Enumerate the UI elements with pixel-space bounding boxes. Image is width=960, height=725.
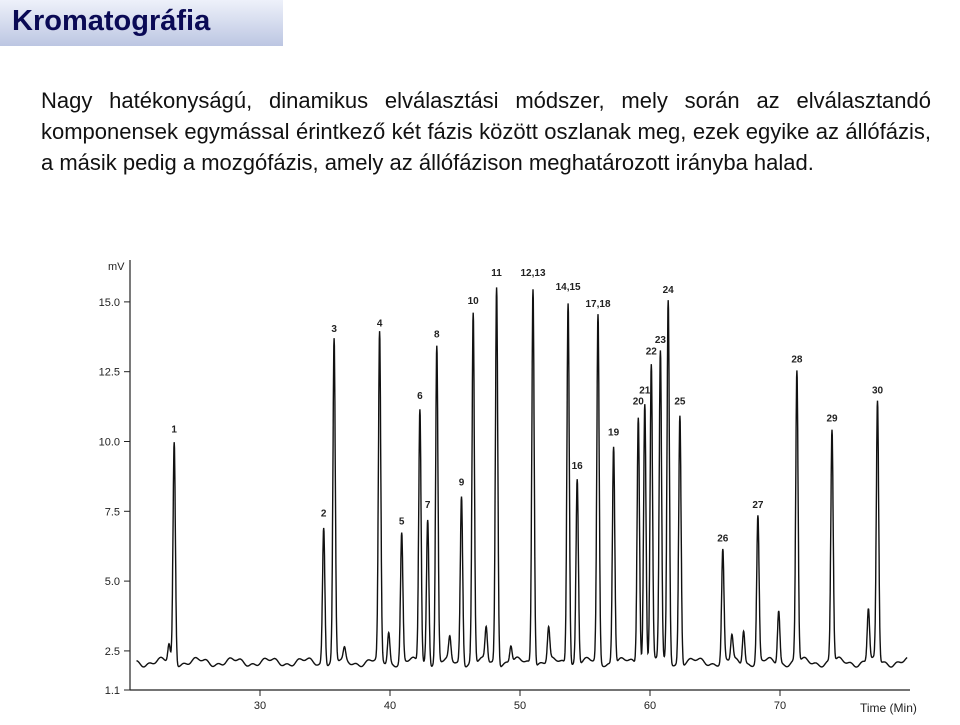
title-bar: Kromatográfia	[0, 0, 283, 46]
peak-label: 27	[752, 500, 764, 511]
peak-label: 14,15	[556, 282, 581, 293]
x-ticks: 30 40 50 60 70	[254, 690, 786, 712]
peak-label: 17,18	[585, 299, 610, 310]
peak-label: 30	[872, 385, 884, 396]
peak-label: 25	[674, 397, 686, 408]
peak-label: 8	[434, 330, 440, 341]
y-tick-label: 15.0	[99, 297, 120, 309]
x-tick-label: 30	[254, 700, 266, 712]
peak-label: 20	[633, 397, 645, 408]
y-ticks: 1.1 2.5 5.0 7.5 10.0 12.5 15.0	[99, 297, 130, 697]
peak-label: 11	[491, 268, 502, 279]
peak-label: 16	[572, 461, 584, 472]
slide-title: Kromatográfia	[12, 5, 211, 37]
peak-label: 21	[639, 385, 651, 396]
peak-label: 6	[417, 391, 423, 402]
x-tick-label: 40	[384, 700, 396, 712]
y-tick-label: 1.1	[105, 685, 120, 697]
peak-label: 24	[663, 285, 675, 296]
peak-label: 1	[171, 424, 177, 435]
x-tick-label: 70	[774, 700, 786, 712]
y-axis-label: mV	[108, 261, 125, 273]
y-tick-label: 7.5	[105, 506, 120, 518]
y-tick-label: 5.0	[105, 576, 120, 588]
y-tick-label: 2.5	[105, 646, 120, 658]
peak-label: 23	[655, 335, 667, 346]
peak-label: 28	[791, 355, 803, 366]
peak-label: 10	[468, 296, 480, 307]
chromatogram-svg: 1.1 2.5 5.0 7.5 10.0 12.5 15.0 30 40 50 60 70 mV T…	[99, 260, 917, 715]
y-tick-label: 10.0	[99, 436, 120, 448]
slide-body-text: Nagy hatékonyságú, dinamikus elválasztás…	[41, 88, 931, 175]
peak-label: 4	[377, 318, 383, 329]
x-axis-label: Time (Min)	[860, 701, 917, 715]
chromatogram-trace	[136, 287, 908, 668]
peak-label: 9	[459, 478, 465, 489]
y-tick-label: 12.5	[99, 367, 120, 379]
chart-axes	[129, 260, 910, 691]
peak-label: 3	[331, 324, 337, 335]
peak-label: 29	[826, 413, 838, 424]
chromatogram-chart: 1.1 2.5 5.0 7.5 10.0 12.5 15.0 30 40 50 60 70 mV T…	[70, 250, 930, 720]
peak-label: 22	[646, 346, 658, 357]
peak-label: 26	[717, 533, 729, 544]
peak-label: 5	[399, 517, 405, 528]
peak-label: 7	[425, 500, 431, 511]
peak-label: 19	[608, 427, 620, 438]
x-tick-label: 50	[514, 700, 526, 712]
peak-label: 2	[321, 508, 327, 519]
peak-label: 12,13	[520, 268, 545, 279]
x-tick-label: 60	[644, 700, 656, 712]
